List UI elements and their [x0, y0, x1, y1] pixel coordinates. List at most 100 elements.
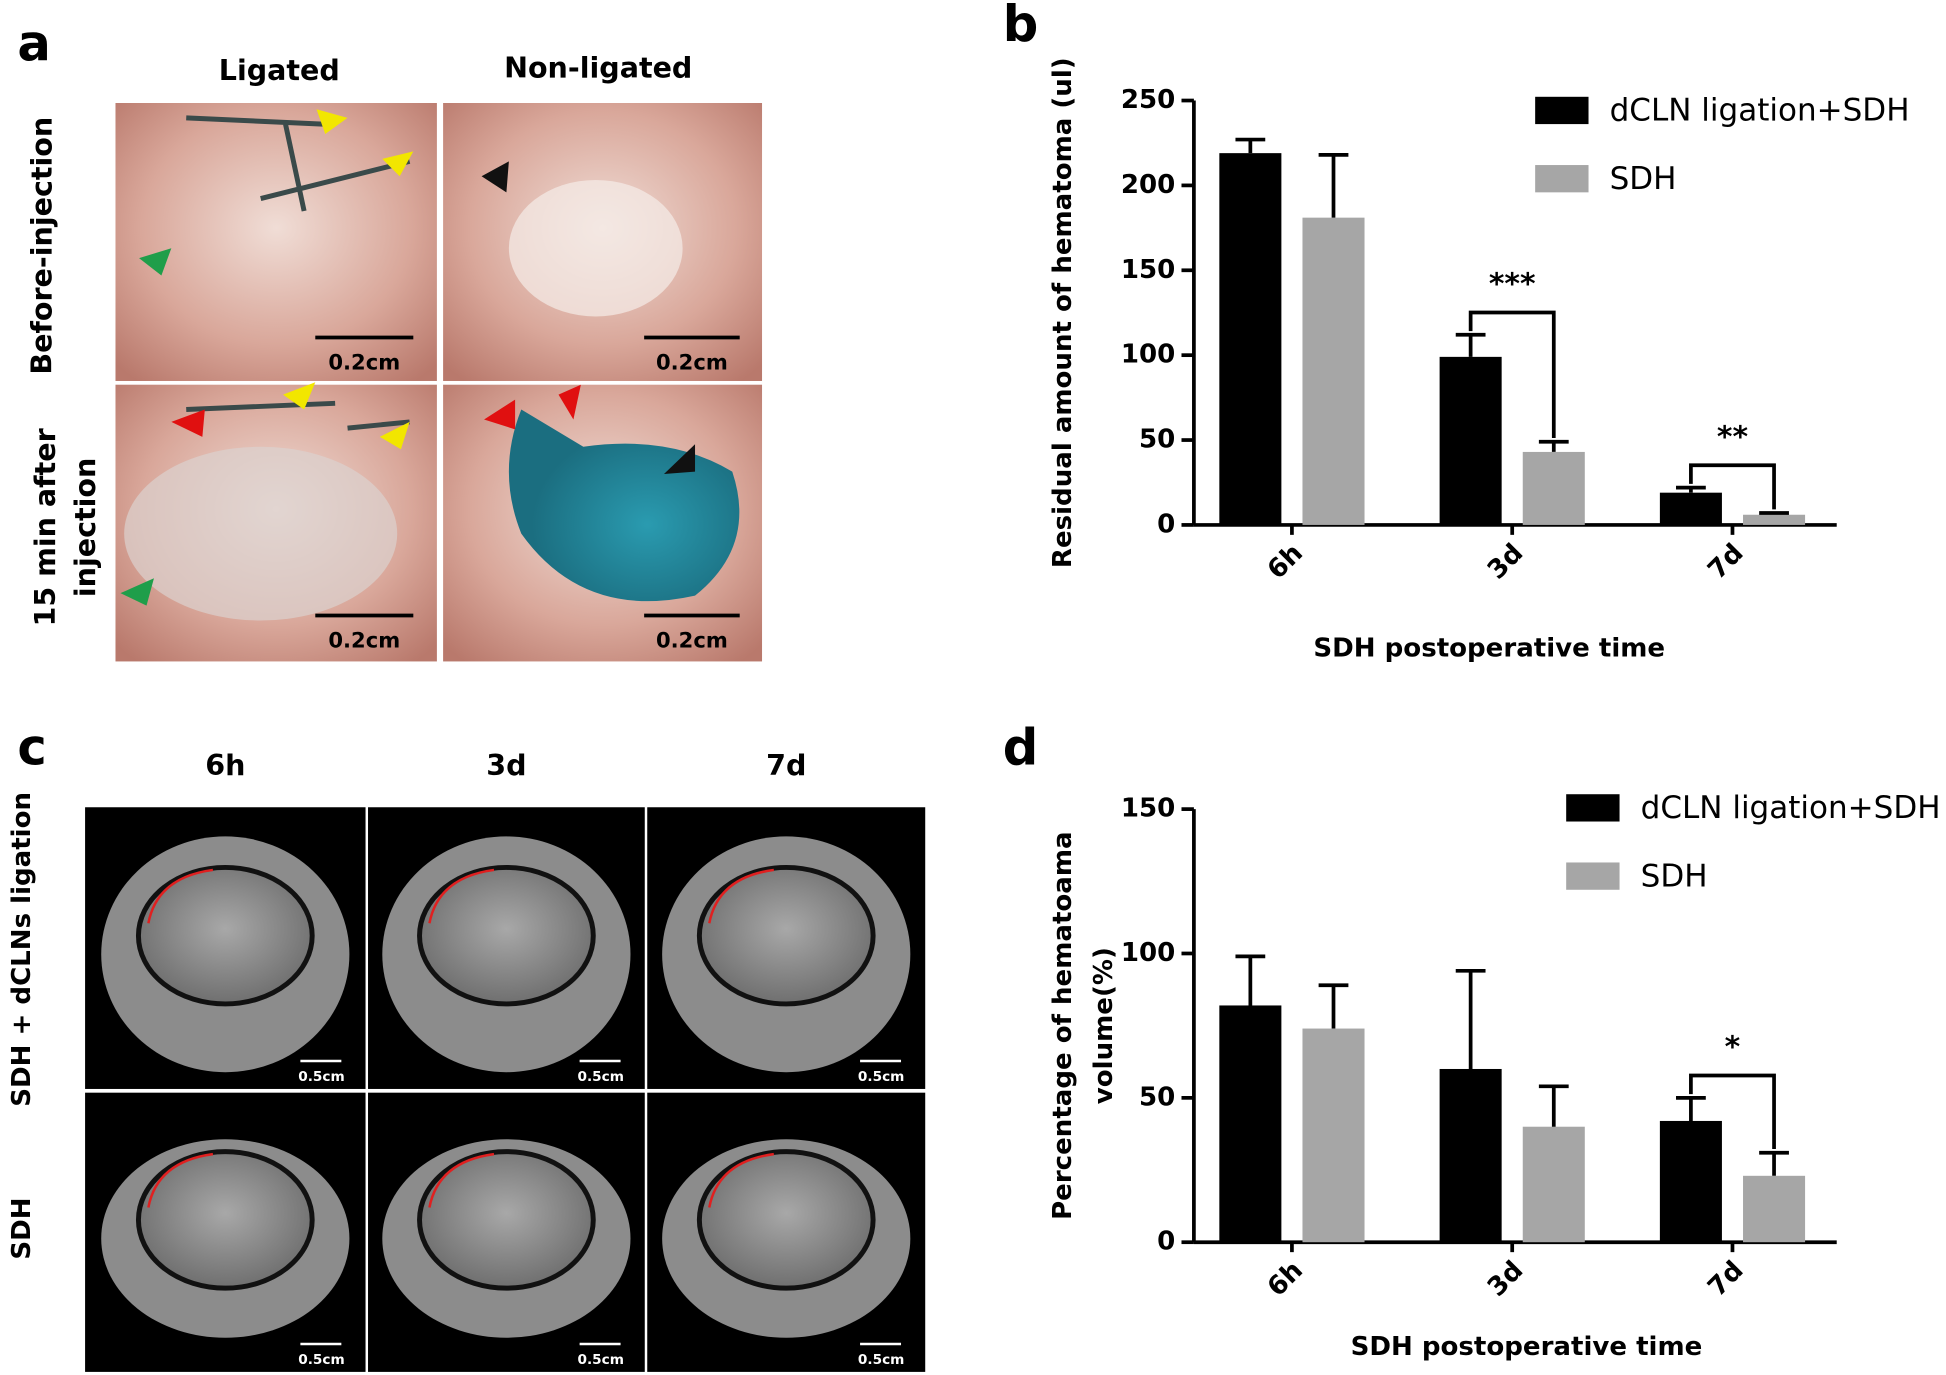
error-bar [1318, 983, 1349, 1029]
arrowhead [379, 421, 410, 450]
panel-label: d [1003, 718, 1039, 776]
y-tick-label: 150 [1121, 794, 1175, 824]
arrowhead [316, 109, 348, 135]
bar [1522, 451, 1585, 525]
scale-label: 0.5cm [298, 1069, 344, 1085]
bar [1743, 1175, 1806, 1243]
brain [696, 1149, 876, 1291]
y-tick-label: 100 [1121, 340, 1175, 370]
x-tick-label: 6h [1262, 1256, 1309, 1303]
arrowhead [663, 444, 696, 475]
brain [417, 864, 596, 1007]
arrowhead [283, 382, 316, 410]
panel-label: c [17, 718, 46, 776]
suture [186, 400, 410, 431]
significance-bracket [1468, 310, 1556, 439]
scale-bars: 0.2cm 0.2cm 0.2cm 0.2cm [315, 335, 740, 653]
error-bar [1318, 152, 1349, 218]
significance-bracket [1689, 1073, 1776, 1149]
y-tick-label: 200 [1121, 170, 1175, 200]
node [124, 446, 398, 621]
legend-swatch [1566, 794, 1620, 822]
scale-label: 0.2cm [328, 350, 400, 375]
y-tick-label: 50 [1139, 425, 1175, 455]
row-label: injection [69, 458, 102, 597]
arrowhead [139, 248, 172, 276]
bar [1219, 153, 1282, 525]
error-bar [1455, 968, 1486, 1069]
significance-label: * [1725, 1030, 1741, 1065]
bar [1743, 514, 1806, 525]
error-bar [1538, 439, 1569, 452]
legend-swatch [1535, 165, 1589, 193]
arrowhead [120, 578, 154, 606]
brain [696, 864, 876, 1007]
charts: b 0 50 100 150 200 250 Residual amount of hemat… [1003, 0, 1941, 1362]
hematoma-outline [708, 868, 774, 924]
y-tick-label: 250 [1121, 85, 1175, 115]
significance-label: ** [1717, 419, 1748, 454]
y-tick-label: 0 [1157, 509, 1175, 539]
legend-label: dCLN ligation+SDH [1610, 93, 1910, 129]
bar [1522, 1126, 1585, 1243]
y-tick-label: 0 [1157, 1227, 1175, 1257]
hematoma-outline [147, 868, 214, 924]
mri-grid: 6h 3d 7d SDH + dCLNs ligation SDH 0.5cm 0.5cm 0… [7, 749, 927, 1374]
x-tick-label: 3d [1482, 538, 1529, 585]
suture [186, 115, 411, 212]
column-heading: Ligated [219, 54, 340, 87]
y-axis-label: Residual amount of hematoma (ul) [1048, 57, 1078, 568]
photo [115, 103, 437, 381]
scale-label: 0.5cm [858, 1069, 904, 1085]
node [508, 179, 683, 317]
legend-label: SDH [1641, 858, 1708, 894]
row-label: SDH + dCLNs ligation [7, 792, 37, 1107]
legend-swatch [1535, 96, 1589, 125]
y-tick-label: 100 [1121, 938, 1175, 968]
error-bar [1455, 332, 1486, 357]
arrowhead [484, 399, 516, 430]
y-tick-label: 150 [1121, 255, 1175, 285]
panel-label: a [17, 15, 50, 73]
y-axis-label: volume(%) [1089, 947, 1119, 1104]
bar [1439, 356, 1502, 525]
column-heading: 3d [486, 749, 526, 782]
bar [1302, 217, 1365, 525]
column-heading: Non-ligated [504, 51, 692, 84]
scale-label: 0.2cm [328, 628, 400, 653]
bar [1302, 1028, 1365, 1243]
arrowhead [558, 384, 581, 420]
brain [417, 1149, 596, 1291]
hematoma-outline [428, 1152, 495, 1208]
brain [135, 864, 315, 1007]
x-tick-label: 3d [1482, 1255, 1529, 1302]
bar [1659, 492, 1722, 525]
arrowhead [481, 161, 509, 193]
hematoma-outline [147, 1152, 214, 1208]
brain [135, 1149, 315, 1291]
arrowhead [382, 151, 414, 177]
x-axis-label: SDH postoperative time [1351, 1332, 1703, 1362]
row-label: 15 min after [29, 428, 62, 626]
error-bar [1759, 1150, 1789, 1176]
error-bar [1759, 511, 1789, 515]
row-label: SDH [7, 1197, 37, 1259]
bar [1659, 1120, 1722, 1243]
bar [1439, 1068, 1502, 1243]
panel-label: b [1003, 0, 1039, 53]
error-bar [1676, 485, 1706, 493]
y-axis-label: Percentage of hematoama [1048, 831, 1078, 1220]
arrowhead [171, 409, 205, 437]
x-axis-label: SDH postoperative time [1313, 634, 1665, 664]
hematoma-outline [708, 1152, 774, 1208]
scale-label: 0.5cm [298, 1352, 344, 1368]
column-heading: 7d [766, 749, 806, 782]
error-bar [1235, 137, 1266, 154]
scale-label: 0.5cm [858, 1352, 904, 1368]
y-tick-label: 50 [1139, 1082, 1175, 1112]
error-bar [1235, 954, 1266, 1006]
hematoma-outline [428, 868, 495, 924]
error-bar [1676, 1095, 1706, 1121]
scale-label: 0.5cm [577, 1352, 623, 1368]
row-label: Before-injection [26, 117, 59, 375]
